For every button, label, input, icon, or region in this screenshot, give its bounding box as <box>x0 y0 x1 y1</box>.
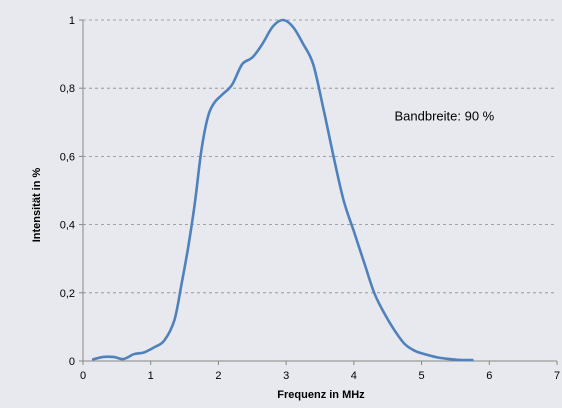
axes <box>79 19 558 365</box>
x-tick-label-1: 1 <box>148 370 154 382</box>
y-tick-label-2: 0,4 <box>60 220 75 232</box>
x-tick-label-5: 5 <box>419 370 425 382</box>
tick-labels: 0 0,2 0,4 0,6 0,8 1 0 1 2 3 4 5 6 7 <box>60 15 560 382</box>
x-tick-label-6: 6 <box>486 370 492 382</box>
x-tick-label-7: 7 <box>554 370 560 382</box>
grid-lines <box>83 19 557 294</box>
x-tick-label-3: 3 <box>283 370 289 382</box>
bandwidth-annotation: Bandbreite: 90 % <box>394 108 494 123</box>
x-tick-label-0: 0 <box>80 370 86 382</box>
series-lines <box>91 18 474 362</box>
y-tick-label-0: 0 <box>69 356 75 368</box>
y-tick-label-4: 0,8 <box>60 83 75 95</box>
y-tick-label-3: 0,6 <box>60 151 75 163</box>
y-tick-label-5: 1 <box>69 15 75 27</box>
series-line-0 <box>91 18 474 362</box>
x-tick-label-4: 4 <box>351 370 357 382</box>
x-tick-label-2: 2 <box>215 370 221 382</box>
x-axis-title: Frequenz in MHz <box>277 389 365 401</box>
y-axis-title: Intensität in % <box>31 168 43 243</box>
y-tick-label-1: 0,2 <box>60 288 75 300</box>
